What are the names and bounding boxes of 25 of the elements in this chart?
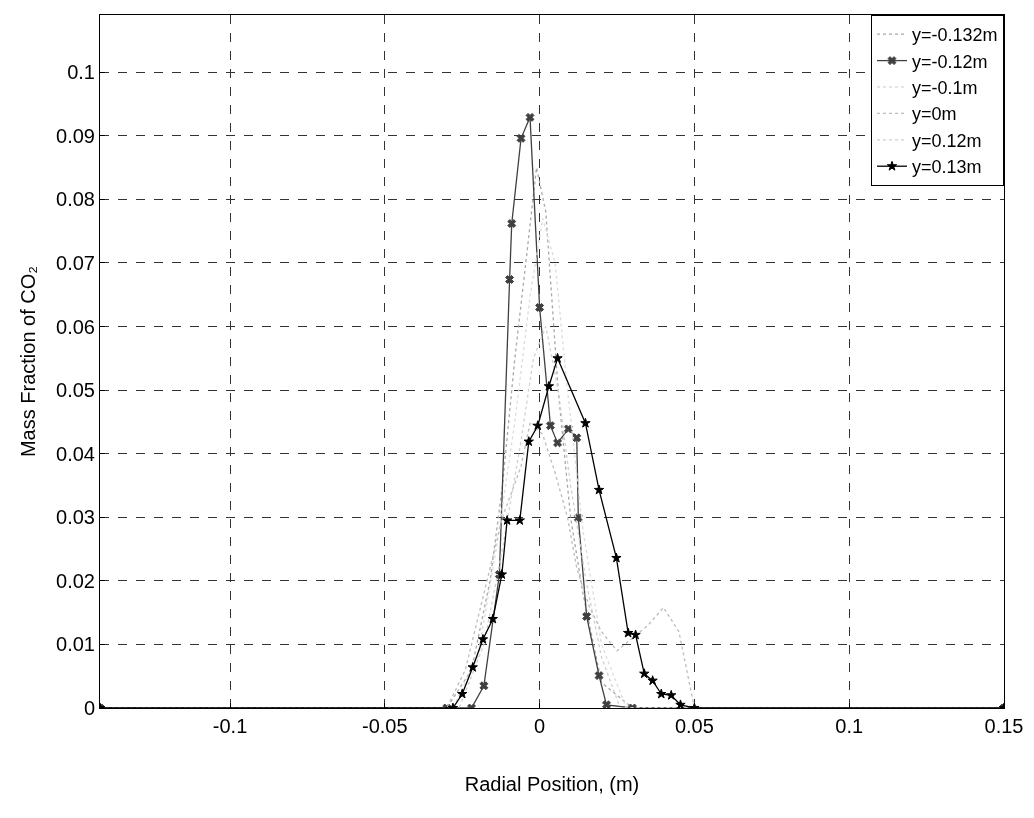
y-tick-label: 0.09 bbox=[56, 124, 95, 147]
y-tick-label: 0.1 bbox=[67, 61, 95, 84]
y-tick-label: 0.02 bbox=[56, 569, 95, 592]
legend-label: y=0m bbox=[912, 104, 957, 125]
legend-label: y=-0.132m bbox=[912, 25, 998, 46]
x-tick-label: 0.1 bbox=[835, 715, 864, 737]
y-axis-title: Mass Fraction of CO₂ bbox=[16, 265, 39, 458]
legend-label: y=0.12m bbox=[912, 130, 982, 151]
y-tick-label: 0 bbox=[83, 697, 95, 719]
y-tick-label: 0.05 bbox=[56, 379, 95, 402]
x-axis-title: Radial Position, (m) bbox=[464, 772, 640, 795]
y-tick-label: 0.01 bbox=[56, 633, 95, 656]
legend-label: y=-0.1m bbox=[912, 78, 978, 99]
y-tick-label: 0.08 bbox=[56, 188, 95, 211]
y-tick-label: 0.03 bbox=[56, 506, 95, 529]
y-tick-label: 0.06 bbox=[56, 315, 95, 338]
legend-label: y=0.13m bbox=[912, 157, 982, 178]
x-tick-label: 0 bbox=[534, 715, 546, 737]
x-tick-label: -0.1 bbox=[212, 715, 248, 737]
x-tick-label: 0.15 bbox=[984, 715, 1024, 737]
legend-label: y=-0.12m bbox=[912, 51, 988, 72]
x-tick-label: 0.05 bbox=[674, 715, 714, 737]
y-tick-label: 0.07 bbox=[56, 251, 95, 274]
y-tick-label: 0.04 bbox=[56, 442, 95, 465]
x-tick-label: -0.05 bbox=[362, 715, 408, 737]
